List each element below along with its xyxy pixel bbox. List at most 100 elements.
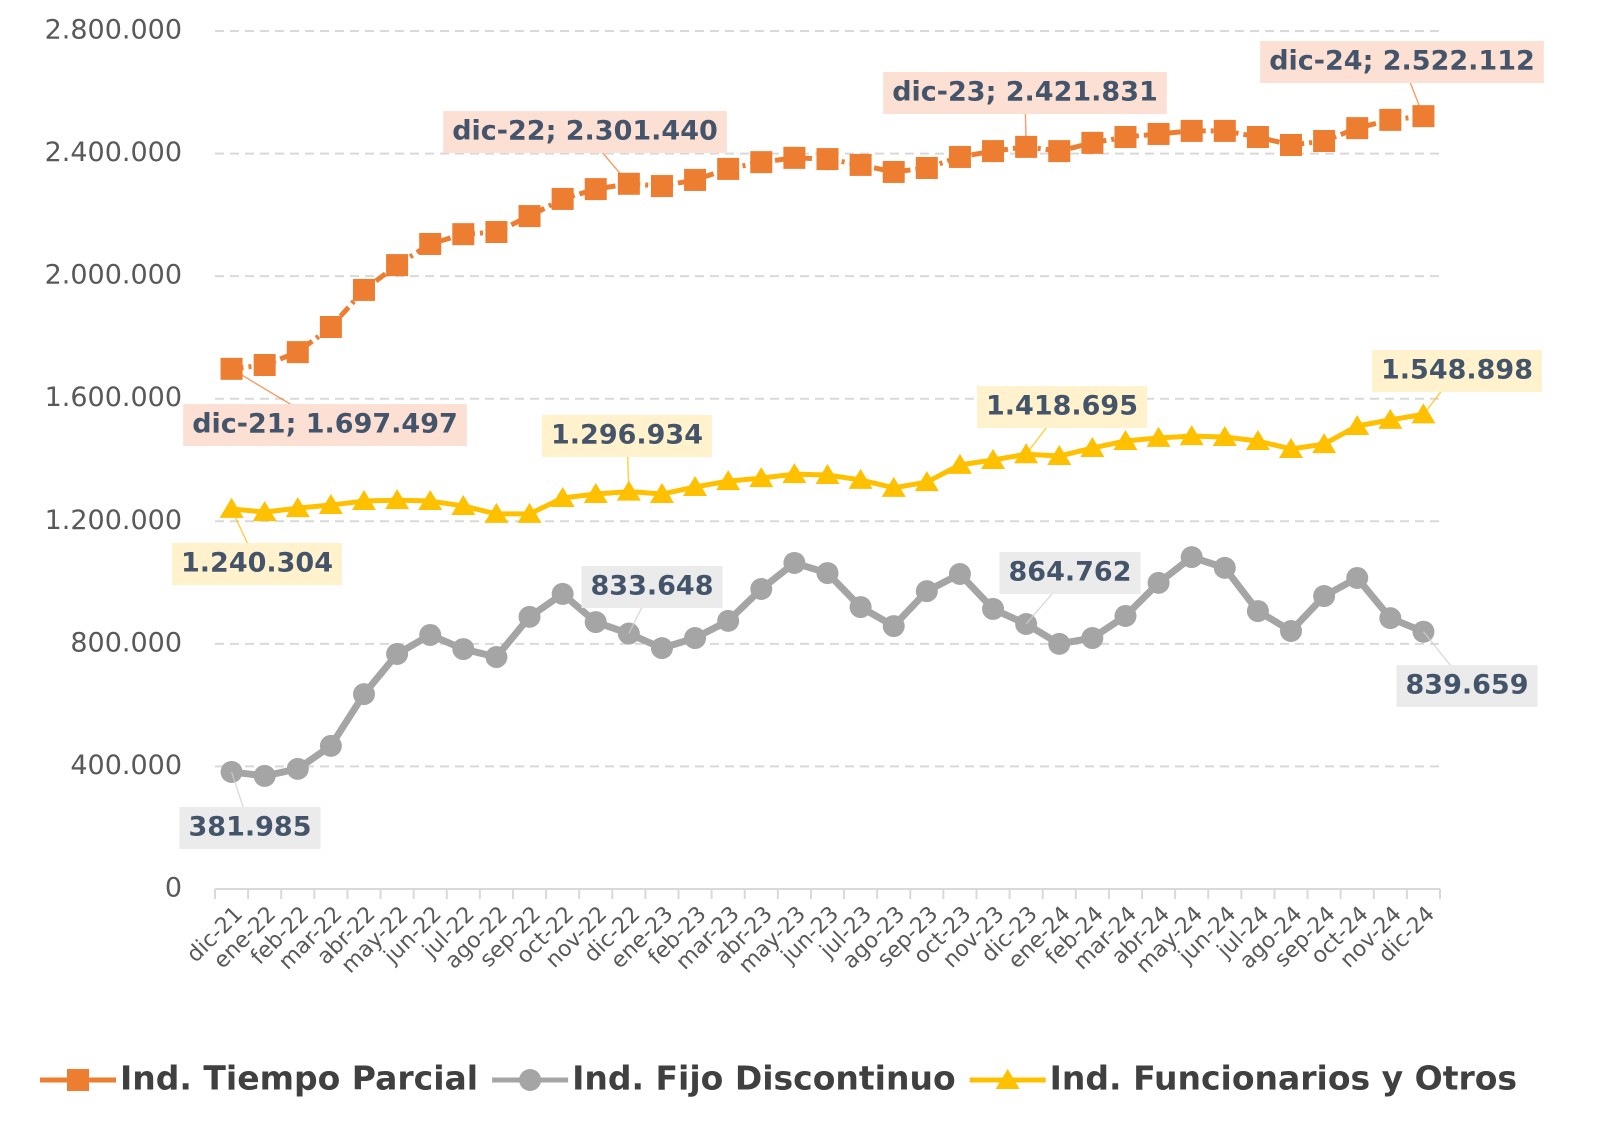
marker	[1280, 619, 1303, 642]
marker	[1081, 627, 1104, 650]
legend-label: Ind. Fijo Discontinuo	[572, 1059, 956, 1098]
marker	[1081, 131, 1104, 154]
marker	[1379, 607, 1402, 630]
data-label: 1.240.304	[171, 508, 343, 585]
marker	[318, 494, 343, 515]
marker	[684, 627, 707, 650]
data-label: 1.418.695	[976, 386, 1148, 455]
marker	[485, 646, 508, 669]
marker	[1179, 425, 1204, 446]
marker	[683, 475, 708, 496]
data-label-text: dic-24; 2.522.112	[1269, 46, 1535, 77]
y-tick-label: 800.000	[70, 627, 182, 658]
marker	[286, 341, 309, 364]
data-label: dic-24; 2.522.112	[1260, 41, 1544, 117]
marker	[1378, 408, 1403, 429]
marker	[518, 205, 541, 228]
marker	[995, 1069, 1020, 1089]
y-tick-label: 2.800.000	[45, 15, 182, 46]
marker	[782, 463, 807, 484]
marker	[419, 232, 442, 255]
marker	[551, 582, 574, 605]
marker	[717, 609, 740, 632]
marker	[650, 637, 673, 660]
label-box	[999, 552, 1141, 594]
marker	[1346, 566, 1369, 589]
marker	[1113, 430, 1138, 451]
marker	[1346, 117, 1369, 140]
label-box	[183, 404, 467, 446]
marker	[750, 578, 773, 601]
marker	[484, 502, 509, 523]
marker	[882, 160, 905, 183]
y-tick-label: 400.000	[70, 750, 182, 781]
label-box	[976, 386, 1148, 428]
data-label: 1.548.898	[1371, 350, 1543, 415]
marker	[419, 623, 442, 646]
marker	[1246, 126, 1269, 149]
marker	[982, 597, 1005, 620]
marker	[914, 471, 939, 492]
marker	[351, 490, 376, 511]
marker	[253, 764, 276, 787]
marker	[67, 1069, 89, 1091]
legend: Ind. Tiempo Parcial Ind. Fijo Discontinuo…	[40, 1059, 1517, 1098]
marker	[717, 157, 740, 180]
marker	[1147, 571, 1170, 594]
marker	[848, 468, 873, 489]
marker	[1114, 604, 1137, 627]
series	[219, 403, 1436, 523]
marker	[1212, 426, 1237, 447]
marker	[684, 168, 707, 191]
marker	[1279, 437, 1304, 458]
data-label-text: 1.418.695	[986, 391, 1138, 422]
marker	[319, 316, 342, 339]
y-tick-label: 2.400.000	[45, 137, 182, 168]
y-tick-label: 2.000.000	[45, 260, 182, 291]
y-tick-label: 1.200.000	[45, 505, 182, 536]
marker	[451, 494, 476, 515]
legend-label: Ind. Funcionarios y Otros	[1050, 1059, 1517, 1098]
data-label-text: dic-23; 2.421.831	[892, 77, 1158, 108]
data-label: 381.985	[179, 771, 321, 849]
marker	[1048, 140, 1071, 163]
data-label: dic-22; 2.301.440	[443, 111, 727, 185]
marker	[1047, 445, 1072, 466]
data-label: dic-21; 1.697.497	[183, 368, 467, 446]
marker	[849, 153, 872, 176]
marker	[219, 497, 244, 518]
marker	[252, 501, 277, 522]
marker	[1245, 430, 1270, 451]
marker	[1147, 122, 1170, 145]
data-label-text: 839.659	[1406, 670, 1529, 701]
marker	[452, 223, 475, 246]
marker	[518, 605, 541, 628]
marker	[749, 467, 774, 488]
marker	[982, 140, 1005, 163]
label-box	[883, 72, 1167, 114]
marker	[583, 483, 608, 504]
marker	[1114, 126, 1137, 149]
marker	[584, 178, 607, 201]
marker	[286, 757, 309, 780]
marker	[1146, 426, 1171, 447]
data-label-text: 833.648	[591, 571, 714, 602]
marker	[816, 148, 839, 171]
marker	[881, 476, 906, 497]
data-label: 839.659	[1396, 631, 1538, 707]
marker	[319, 734, 342, 757]
marker	[716, 470, 741, 491]
marker	[352, 278, 375, 301]
legend-label: Ind. Tiempo Parcial	[120, 1059, 478, 1098]
y-tick-label: 0	[165, 873, 182, 904]
marker	[385, 489, 410, 510]
label-box	[171, 543, 343, 585]
series	[220, 546, 1435, 787]
data-label-text: 864.762	[1009, 557, 1132, 588]
marker	[550, 486, 575, 507]
marker	[285, 497, 310, 518]
legend-item: Ind. Tiempo Parcial	[40, 1059, 478, 1098]
series-line	[231, 553, 1425, 780]
marker	[519, 1069, 542, 1091]
data-label-text: 1.548.898	[1381, 355, 1533, 386]
